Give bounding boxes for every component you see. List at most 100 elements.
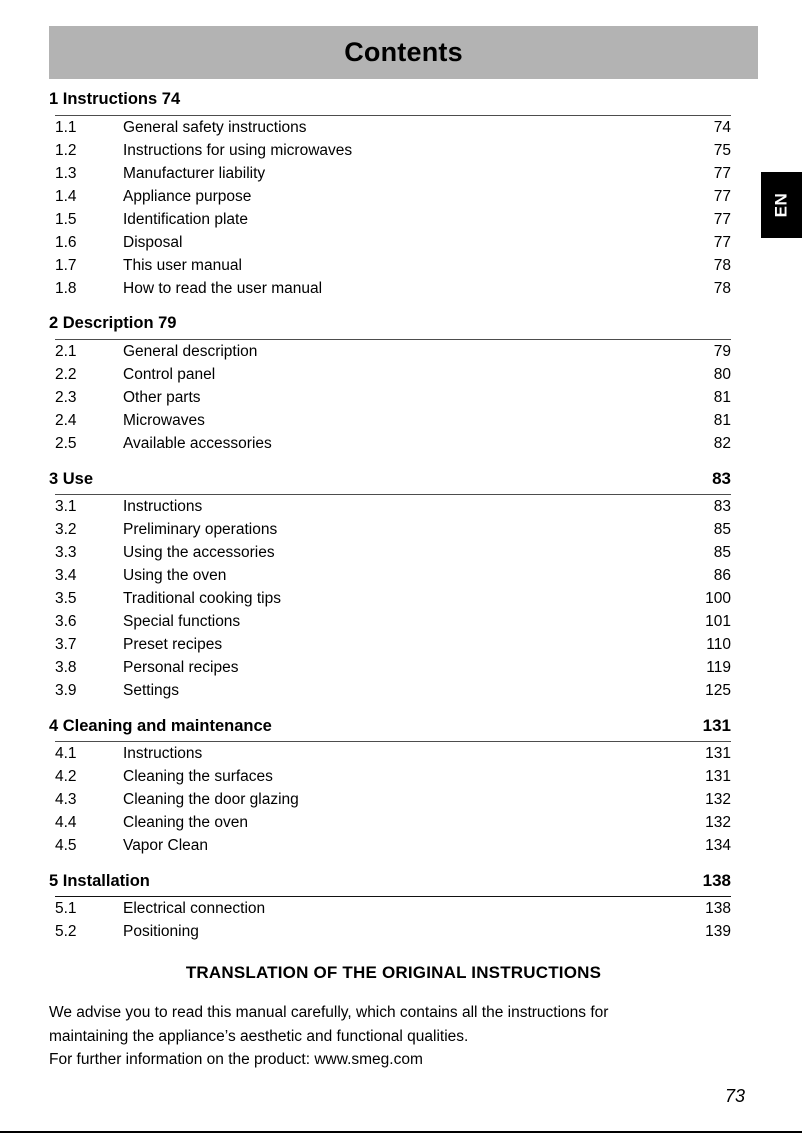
toc-entry[interactable]: 1.5 Identification plate 77 xyxy=(0,211,802,234)
footer-block: TRANSLATION OF THE ORIGINAL INSTRUCTIONS… xyxy=(49,963,738,1072)
toc-section-heading-label: 1 Instructions 74 xyxy=(49,90,181,108)
contents-header-bar: Contents xyxy=(49,26,758,79)
toc-entry[interactable]: 2.2 Control panel 80 xyxy=(0,366,802,389)
toc-entry[interactable]: 3.8 Personal recipes 119 xyxy=(0,659,802,682)
toc-entry[interactable]: 2.1 General description 79 xyxy=(0,343,802,366)
toc-entry-title: Identification plate xyxy=(123,211,248,228)
toc-entry[interactable]: 3.7 Preset recipes 110 xyxy=(0,636,802,659)
toc-entry[interactable]: 1.1 General safety instructions 74 xyxy=(0,119,802,142)
toc-entry[interactable]: 3.3 Using the accessories 85 xyxy=(0,544,802,567)
toc-entry-title: Electrical connection xyxy=(123,900,266,917)
toc-entry-page: 110 xyxy=(706,636,731,653)
toc-section-heading[interactable]: 5 Installation 138 xyxy=(0,871,802,895)
toc-entry[interactable]: 3.5 Traditional cooking tips 100 xyxy=(0,590,802,613)
toc-entry-list: 3.1 Instructions 83 3.2 Preliminary operatio… xyxy=(0,498,802,705)
toc-entry[interactable]: 4.4 Cleaning the oven 132 xyxy=(0,814,802,837)
toc-entry-title: Instructions xyxy=(123,745,203,762)
toc-entry-number: 1.7 xyxy=(55,257,77,274)
toc-entry[interactable]: 3.4 Using the oven 86 xyxy=(0,567,802,590)
toc-entry[interactable]: 3.1 Instructions 83 xyxy=(0,498,802,521)
toc-entry-page: 125 xyxy=(705,682,731,699)
toc-entry[interactable]: 1.2 Instructions for using microwaves 75 xyxy=(0,142,802,165)
table-of-contents: 1 Instructions 74 1.1 General safety instr… xyxy=(0,90,802,946)
toc-entry-page: 119 xyxy=(706,659,731,676)
toc-entry-page: 79 xyxy=(713,343,731,360)
toc-entry[interactable]: 2.4 Microwaves 81 xyxy=(0,412,802,435)
toc-entry-title: Preliminary operations xyxy=(123,521,278,538)
toc-entry-title: Special functions xyxy=(123,613,241,630)
toc-entry-list: 2.1 General description 79 2.2 Control panel… xyxy=(0,343,802,458)
toc-entry-page: 83 xyxy=(713,498,731,515)
toc-entry-number: 2.4 xyxy=(55,412,77,429)
toc-entry-number: 3.8 xyxy=(55,659,77,676)
toc-entry-number: 3.5 xyxy=(55,590,77,607)
toc-entry-title: Manufacturer liability xyxy=(123,165,266,182)
toc-section-heading-page: 131 xyxy=(702,716,731,735)
toc-entry-page: 74 xyxy=(713,119,731,136)
toc-entry-title: Positioning xyxy=(123,923,199,940)
toc-entry-page: 138 xyxy=(705,900,731,917)
toc-section-heading[interactable]: 3 Use 83 xyxy=(0,469,802,493)
toc-entry-number: 1.2 xyxy=(55,142,77,159)
language-tab-en: EN xyxy=(761,172,802,238)
footer-line: For further information on the product: … xyxy=(49,1051,423,1068)
toc-entry-number: 4.5 xyxy=(55,837,77,854)
toc-entry-title: Microwaves xyxy=(123,412,205,429)
toc-section-heading-label: 5 Installation xyxy=(49,872,150,890)
toc-entry-page: 80 xyxy=(713,366,731,383)
toc-entry[interactable]: 5.1 Electrical connection 138 xyxy=(0,900,802,923)
toc-entry-page: 78 xyxy=(713,280,731,297)
toc-entry-title: General description xyxy=(123,343,258,360)
toc-entry-number: 4.1 xyxy=(55,745,77,762)
toc-entry-page: 81 xyxy=(713,412,731,429)
page-title: Contents xyxy=(344,37,463,67)
toc-section-heading[interactable]: 4 Cleaning and maintenance 131 xyxy=(0,716,802,740)
toc-entry-title: Cleaning the door glazing xyxy=(123,791,299,808)
toc-entry[interactable]: 1.3 Manufacturer liability 77 xyxy=(0,165,802,188)
toc-entry[interactable]: 5.2 Positioning 139 xyxy=(0,923,802,946)
toc-section-heading-page: 138 xyxy=(702,871,731,890)
toc-section: 4 Cleaning and maintenance 131 4.1 Instruct… xyxy=(0,716,802,860)
toc-entry-number: 3.1 xyxy=(55,498,77,515)
toc-entry-title: Other parts xyxy=(123,389,201,406)
toc-entry-title: Traditional cooking tips xyxy=(123,590,281,607)
toc-entry-title: How to read the user manual xyxy=(123,280,323,297)
toc-entry[interactable]: 4.3 Cleaning the door glazing 132 xyxy=(0,791,802,814)
toc-section: 1 Instructions 74 1.1 General safety instr… xyxy=(0,90,802,303)
toc-entry-page: 131 xyxy=(705,745,731,762)
toc-entry-number: 4.2 xyxy=(55,768,77,785)
toc-entry-number: 3.2 xyxy=(55,521,77,538)
footer-line: maintaining the appliance’s aesthetic an… xyxy=(49,1027,469,1045)
toc-section-heading-label: 3 Use xyxy=(49,470,94,488)
footer-heading: TRANSLATION OF THE ORIGINAL INSTRUCTIONS xyxy=(185,963,602,982)
toc-section-heading-label: 2 Description 79 xyxy=(49,314,177,332)
toc-entry[interactable]: 3.9 Settings 125 xyxy=(0,682,802,705)
toc-entry[interactable]: 2.5 Available accessories 82 xyxy=(0,435,802,458)
toc-entry[interactable]: 2.3 Other parts 81 xyxy=(0,389,802,412)
toc-section-rule xyxy=(55,741,731,742)
toc-entry-title: General safety instructions xyxy=(123,119,307,136)
toc-entry[interactable]: 1.4 Appliance purpose 77 xyxy=(0,188,802,211)
toc-entry[interactable]: 1.6 Disposal 77 xyxy=(0,234,802,257)
toc-entry-page: 132 xyxy=(705,791,731,808)
toc-entry[interactable]: 4.2 Cleaning the surfaces 131 xyxy=(0,768,802,791)
toc-entry-page: 131 xyxy=(705,768,731,785)
toc-entry-number: 1.3 xyxy=(55,165,77,182)
toc-entry[interactable]: 1.7 This user manual 78 xyxy=(0,257,802,280)
toc-entry-number: 3.9 xyxy=(55,682,77,699)
toc-section-gap xyxy=(0,705,802,716)
toc-section-rule xyxy=(55,494,731,495)
toc-entry-page: 77 xyxy=(713,211,731,228)
toc-entry[interactable]: 1.8 How to read the user manual 78 xyxy=(0,280,802,303)
toc-section-heading[interactable]: 1 Instructions 74 xyxy=(0,90,802,114)
toc-entry-page: 132 xyxy=(705,814,731,831)
toc-entry-page: 81 xyxy=(713,389,731,406)
toc-section-heading[interactable]: 2 Description 79 xyxy=(0,314,802,338)
toc-entry[interactable]: 4.5 Vapor Clean 134 xyxy=(0,837,802,860)
toc-entry-number: 1.4 xyxy=(55,188,77,205)
toc-entry-page: 101 xyxy=(705,613,731,630)
toc-entry[interactable]: 3.6 Special functions 101 xyxy=(0,613,802,636)
toc-entry[interactable]: 4.1 Instructions 131 xyxy=(0,745,802,768)
toc-entry-number: 4.3 xyxy=(55,791,77,808)
toc-entry[interactable]: 3.2 Preliminary operations 85 xyxy=(0,521,802,544)
